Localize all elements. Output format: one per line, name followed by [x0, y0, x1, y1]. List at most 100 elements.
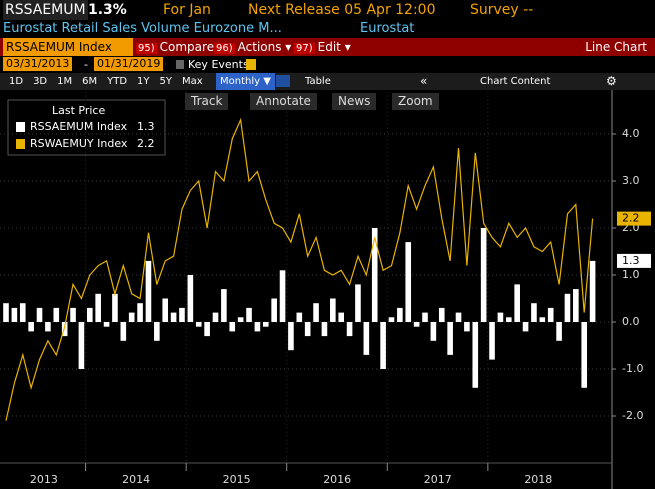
bar: [145, 260, 152, 322]
bar: [355, 284, 361, 322]
bar: [78, 322, 85, 369]
settings[interactable]: ⚙: [606, 74, 617, 88]
bar: [271, 298, 277, 322]
bar: [422, 312, 428, 322]
y-tick-label: -1.0: [622, 362, 643, 375]
menu-label: Compare: [159, 40, 215, 54]
end-date[interactable]: 01/31/2019: [94, 57, 164, 71]
period-button[interactable]: YTD: [107, 76, 128, 87]
x-tick-label: 2018: [524, 473, 552, 486]
legend-swatch: [16, 122, 25, 132]
period-button[interactable]: 3D: [33, 76, 48, 87]
bar: [45, 322, 51, 332]
last-value-label: 2.2: [622, 212, 640, 225]
bar: [288, 322, 294, 351]
x-tick-label: 2014: [122, 473, 150, 486]
bar: [405, 242, 412, 322]
bar: [438, 307, 445, 322]
next-release: Next Release 05 Apr 12:00: [248, 2, 436, 18]
bar: [497, 312, 504, 322]
survey: Survey --: [470, 2, 534, 18]
chart-tool[interactable]: Track: [185, 93, 229, 110]
bar: [564, 293, 571, 322]
key-events[interactable]: Key Events: [188, 58, 249, 71]
period: For Jan: [163, 2, 211, 18]
legend-box: [7, 99, 166, 156]
bar: [296, 312, 303, 322]
bar: [237, 317, 244, 322]
bar: [304, 322, 311, 337]
legend-value: 2.2: [137, 137, 155, 150]
bar: [522, 322, 529, 332]
source: Eurostat: [360, 21, 415, 36]
bar: [154, 322, 160, 341]
key-events-icon: [246, 59, 256, 70]
bar: [589, 260, 596, 322]
bar: [472, 322, 479, 388]
menu-key: 96): [214, 43, 235, 54]
header-row: RSSAEMUM 1.3% For Jan Next Release 05 Ap…: [0, 0, 655, 20]
line: [5, 117, 594, 421]
period-button[interactable]: 1M: [57, 76, 73, 87]
period-row: 1D 3D 1M 6M YTD 1Y 5Y Max Monthly ▼ Table « Cha…: [0, 73, 655, 90]
bar: [246, 307, 252, 322]
bar: [19, 303, 26, 322]
command-bar: RSSAEMUM Index 95) Compare 96) Actions ▾ 9…: [0, 38, 655, 56]
bar: [170, 312, 177, 322]
bar: [581, 322, 588, 388]
bar: [120, 322, 127, 341]
range-row: 03/31/2013 - 01/31/2019 Key Events: [0, 56, 655, 73]
bar: [346, 322, 353, 337]
last-value-box: [617, 253, 651, 268]
period-button[interactable]: 5Y: [159, 76, 173, 87]
bar: [388, 317, 395, 322]
x-tick-label: 2013: [30, 473, 58, 486]
y-tick-label: -2.0: [622, 409, 643, 422]
period-button[interactable]: 1Y: [137, 76, 150, 87]
bar: [514, 284, 520, 322]
bar: [313, 303, 319, 322]
bar: [229, 322, 236, 332]
bar: [430, 322, 437, 341]
bar: [187, 275, 194, 322]
view-name: Line Chart: [585, 40, 647, 54]
bar: [480, 228, 487, 322]
period-button[interactable]: 1D: [9, 76, 24, 87]
bar: [162, 298, 169, 322]
bar: [254, 322, 261, 332]
start-date[interactable]: 03/31/2013: [3, 57, 73, 71]
bar: [87, 307, 93, 322]
last-value-box: [617, 211, 651, 226]
legend-swatch: [16, 139, 25, 149]
menu-label: Actions ▾: [237, 40, 292, 54]
bar: [573, 289, 579, 322]
bar: [70, 307, 76, 322]
bar: [28, 322, 34, 332]
chart-tool[interactable]: Zoom: [392, 93, 439, 110]
chart-content[interactable]: Chart Content: [480, 76, 551, 87]
menu-item[interactable]: 96) Actions ▾: [214, 38, 291, 58]
frequency[interactable]: Monthly ▼: [216, 73, 275, 90]
menu-item[interactable]: 97) Edit ▾: [294, 38, 351, 58]
chart-tool[interactable]: Annotate: [250, 93, 317, 110]
bar: [531, 303, 537, 322]
description: Eurostat Retail Sales Volume Eurozone M.…: [3, 21, 282, 36]
bar: [95, 293, 101, 322]
bar: [204, 322, 210, 337]
chart-type-icon[interactable]: [276, 75, 290, 87]
table-button[interactable]: Table: [305, 76, 331, 87]
checkbox[interactable]: [176, 60, 184, 69]
bar: [212, 312, 219, 322]
collapse[interactable]: «: [420, 74, 428, 88]
period-button[interactable]: Max: [182, 76, 203, 87]
chart-tool[interactable]: News: [332, 93, 377, 110]
menu-item[interactable]: 95) Compare: [136, 38, 214, 58]
bar: [103, 322, 110, 327]
bar: [539, 317, 546, 322]
bar: [11, 307, 18, 322]
period-button[interactable]: 6M: [82, 76, 98, 87]
menu-key: 95): [136, 43, 157, 54]
security-input[interactable]: RSSAEMUM Index: [3, 38, 133, 56]
bar: [137, 303, 143, 322]
